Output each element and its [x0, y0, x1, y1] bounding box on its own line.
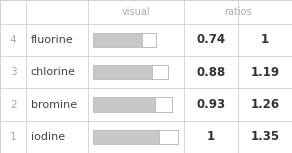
Text: 0.88: 0.88 [196, 66, 226, 79]
Text: 0.93: 0.93 [197, 98, 225, 111]
Text: ratios: ratios [224, 7, 252, 17]
Text: 1: 1 [261, 33, 269, 46]
Text: 1.19: 1.19 [251, 66, 279, 79]
Text: 1: 1 [10, 132, 16, 142]
Bar [159, 130, 178, 144]
Text: 3: 3 [10, 67, 16, 77]
Text: 1: 1 [207, 130, 215, 143]
Bar [152, 65, 168, 79]
Text: visual: visual [121, 7, 150, 17]
Text: fluorine: fluorine [31, 35, 73, 45]
Text: 1.26: 1.26 [251, 98, 279, 111]
Bar [155, 97, 172, 112]
Bar [93, 97, 172, 112]
Bar [142, 33, 156, 47]
Bar [93, 130, 178, 144]
Text: iodine: iodine [31, 132, 65, 142]
Bar [93, 65, 168, 79]
Text: 1.35: 1.35 [251, 130, 279, 143]
Text: chlorine: chlorine [31, 67, 76, 77]
Text: 2: 2 [10, 99, 16, 110]
Text: 4: 4 [10, 35, 16, 45]
Bar [93, 33, 156, 47]
Text: bromine: bromine [31, 99, 77, 110]
Text: 0.74: 0.74 [197, 33, 225, 46]
